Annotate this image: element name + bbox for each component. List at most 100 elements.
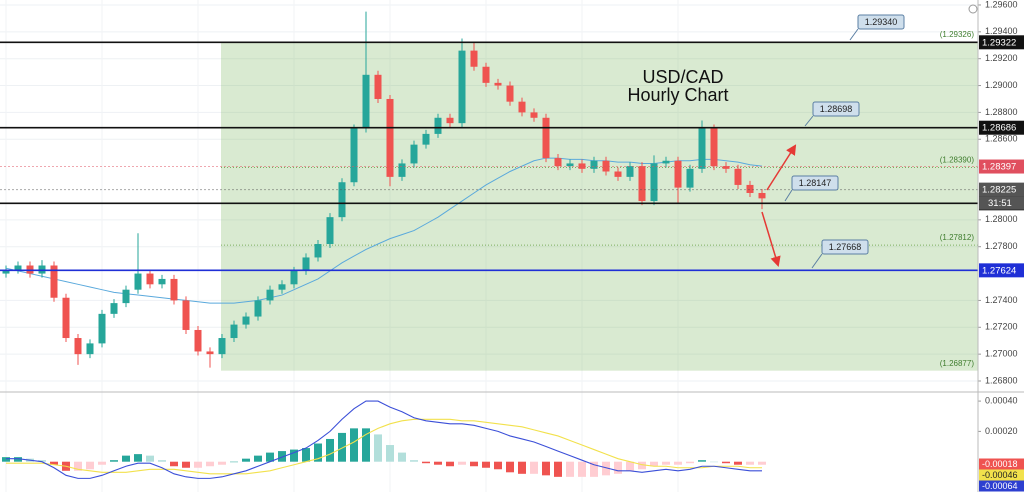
candle-body bbox=[14, 265, 22, 270]
candle-body bbox=[230, 324, 238, 339]
candle-body bbox=[722, 166, 730, 169]
histogram-bar bbox=[290, 449, 298, 462]
histogram-bar bbox=[374, 434, 382, 462]
moving-average bbox=[5, 157, 763, 304]
price-tag bbox=[979, 263, 1024, 278]
y-tick-label: 1.28600 bbox=[985, 134, 1018, 144]
histogram-bar bbox=[638, 461, 646, 470]
histogram-bar bbox=[110, 460, 118, 462]
macd-tag-label: -0.00046 bbox=[982, 470, 1018, 480]
candle-body bbox=[242, 316, 250, 325]
price-tag-label: 1.27624 bbox=[982, 265, 1016, 276]
candle-body bbox=[470, 50, 478, 67]
histogram-bar bbox=[494, 461, 502, 470]
price-tag-label: 1.29322 bbox=[982, 37, 1016, 48]
y-tick-label: 1.29600 bbox=[985, 0, 1018, 9]
histogram-bar bbox=[650, 461, 658, 467]
candle-body bbox=[710, 128, 718, 167]
callout-leader bbox=[804, 115, 814, 127]
y-tick-label: 1.29200 bbox=[985, 53, 1018, 63]
histogram-bar bbox=[362, 428, 370, 462]
price-tag bbox=[979, 159, 1024, 174]
candle-body bbox=[626, 166, 634, 177]
candle-body bbox=[50, 265, 58, 298]
histogram-bar bbox=[242, 458, 250, 462]
candle-body bbox=[410, 144, 418, 164]
y-tick-label: 0.00020 bbox=[985, 426, 1018, 436]
title-line: Hourly Chart bbox=[627, 85, 728, 105]
histogram-bar bbox=[458, 461, 466, 465]
macd-tag bbox=[979, 458, 1024, 470]
countdown-bg bbox=[979, 196, 1024, 210]
candle-body bbox=[374, 74, 382, 99]
candle-body bbox=[302, 257, 310, 271]
candle-body bbox=[134, 273, 142, 290]
histogram-bar bbox=[206, 461, 214, 467]
down-arrow bbox=[761, 211, 781, 268]
y-tick-label: 1.27200 bbox=[985, 322, 1018, 332]
histogram-bar bbox=[218, 461, 226, 465]
candle-body bbox=[542, 117, 550, 159]
candle-body bbox=[746, 184, 754, 193]
histogram-bar bbox=[314, 443, 322, 462]
candle-body bbox=[638, 166, 646, 202]
callout-box bbox=[857, 14, 905, 30]
histogram-bar bbox=[422, 461, 430, 464]
histogram-bar bbox=[254, 455, 262, 462]
histogram-bar bbox=[710, 461, 718, 463]
candle-body bbox=[590, 160, 598, 169]
macd-line bbox=[6, 400, 762, 479]
candle-body bbox=[434, 117, 442, 134]
histogram-bar bbox=[122, 455, 130, 462]
candle-body bbox=[662, 160, 670, 164]
candle-body bbox=[386, 98, 394, 177]
candle-body bbox=[38, 265, 46, 274]
histogram-bar bbox=[578, 461, 586, 477]
y-tick-label: 1.27800 bbox=[985, 241, 1018, 251]
candle-body bbox=[98, 313, 106, 344]
macd-tag-label: -0.00064 bbox=[982, 481, 1018, 491]
candle-body bbox=[482, 66, 490, 83]
countdown: 31:51 bbox=[988, 198, 1012, 209]
y-tick-label: 1.27000 bbox=[985, 349, 1018, 359]
callout-box bbox=[812, 101, 860, 117]
histogram-bar bbox=[590, 461, 598, 477]
price-tag-label: 1.28397 bbox=[982, 162, 1016, 173]
candle-body bbox=[326, 217, 334, 245]
histogram-bar bbox=[398, 452, 406, 462]
candle-body bbox=[422, 133, 430, 145]
callout-box bbox=[821, 239, 869, 255]
zone bbox=[221, 41, 978, 371]
candle-body bbox=[314, 244, 322, 258]
settings-icon[interactable] bbox=[968, 4, 978, 14]
candle-body bbox=[734, 168, 742, 185]
candle-body bbox=[122, 289, 130, 304]
histogram-bar bbox=[626, 461, 634, 471]
callout-leader bbox=[849, 28, 859, 41]
histogram-bar bbox=[434, 461, 442, 465]
candle-body bbox=[62, 297, 70, 339]
candle-body bbox=[146, 273, 154, 285]
callout-leader bbox=[811, 253, 823, 269]
candle-body bbox=[398, 163, 406, 177]
candle-body bbox=[338, 182, 346, 218]
histogram-bar bbox=[734, 461, 742, 465]
candle-body bbox=[254, 300, 262, 317]
histogram-bar bbox=[410, 460, 418, 462]
histogram-bar bbox=[350, 428, 358, 462]
y-tick-label: 1.29000 bbox=[985, 80, 1018, 90]
candle-body bbox=[518, 101, 526, 113]
callout-leader bbox=[784, 189, 793, 202]
candle-body bbox=[362, 74, 370, 129]
y-tick-label: 1.26800 bbox=[985, 375, 1018, 385]
histogram-bar bbox=[758, 461, 766, 465]
candle-body bbox=[218, 338, 226, 355]
macd-pane: 0.00040 0.00020 -0.00018-0.00046-0.00064 bbox=[2, 395, 1024, 492]
price-tag bbox=[979, 35, 1024, 50]
macd-tag bbox=[979, 480, 1024, 492]
price-tag bbox=[979, 120, 1024, 135]
histogram-bar bbox=[674, 461, 682, 465]
histogram-bar bbox=[482, 461, 490, 468]
histogram-bar bbox=[530, 461, 538, 474]
